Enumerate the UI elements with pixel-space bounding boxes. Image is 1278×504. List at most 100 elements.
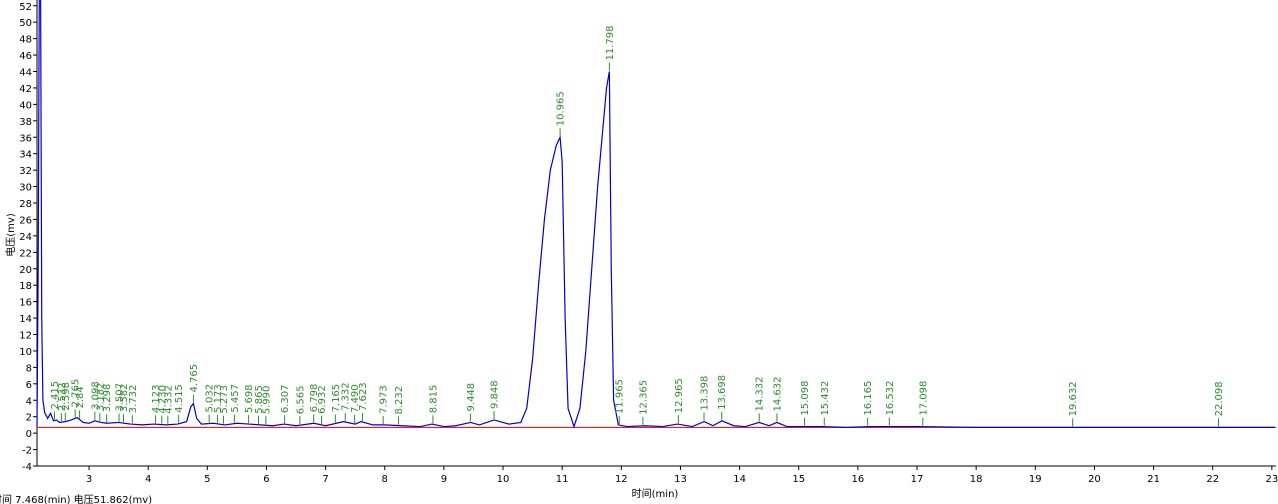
peak-label: 3.182 [95, 383, 106, 412]
y-tick-label: 44 [19, 68, 32, 79]
peak-label: 11.798 [605, 26, 616, 61]
y-tick-label: 22 [19, 248, 32, 259]
peak-label: 5.457 [230, 384, 241, 413]
signal-line [36, 0, 1275, 429]
x-tick-label: 15 [792, 474, 805, 485]
peak-label: 9.448 [466, 383, 477, 412]
x-tick-label: 19 [1029, 474, 1042, 485]
y-tick-label: 46 [19, 51, 32, 62]
peak-label: 2.765 [71, 379, 82, 408]
peak-label: 19.632 [1068, 381, 1079, 416]
y-tick-label: -4 [22, 462, 32, 473]
peak-label: 4.230 [157, 385, 168, 414]
peak-label: 22.098 [1214, 381, 1225, 416]
peak-label: 2.84 [75, 386, 86, 408]
peak-label: 5.032 [205, 384, 216, 413]
peak-label: 4.123 [151, 385, 162, 414]
peak-label: 6.798 [309, 384, 320, 413]
y-tick-label: 16 [19, 298, 32, 309]
y-tick-label: -2 [22, 446, 32, 457]
peak-label: 13.698 [717, 375, 728, 410]
peak-label: 4.515 [174, 384, 185, 413]
x-tick-label: 20 [1088, 474, 1101, 485]
y-tick-label: 32 [19, 166, 32, 177]
x-tick-label: 22 [1206, 474, 1219, 485]
x-tick-label: 18 [970, 474, 983, 485]
peak-label: 2.532 [57, 383, 68, 412]
peak-label: 7.165 [331, 384, 342, 413]
peak-label: 16.532 [885, 381, 896, 416]
peak-label: 6.307 [280, 385, 291, 414]
x-tick-label: 13 [674, 474, 687, 485]
y-tick-label: 52 [19, 2, 32, 13]
y-axis-title: 电压(mv) [4, 213, 17, 257]
peak-label: 3.098 [90, 381, 101, 410]
peak-label: 12.965 [674, 378, 685, 413]
peak-label: 12.365 [638, 380, 649, 415]
y-tick-label: 24 [19, 232, 32, 243]
y-tick-label: 48 [19, 35, 32, 46]
peak-label: 7.973 [379, 385, 390, 414]
y-tick-label: 30 [19, 183, 32, 194]
peak-label: 2.598 [61, 382, 72, 411]
peak-label: 14.332 [755, 376, 766, 411]
x-tick-label: 3 [86, 474, 92, 485]
y-tick-label: 36 [19, 133, 32, 144]
y-tick-label: 40 [19, 100, 32, 111]
peak-label: 6.932 [317, 385, 328, 414]
peak-label: 16.165 [863, 381, 874, 416]
peak-label: 14.632 [772, 376, 783, 411]
y-tick-label: 10 [19, 347, 32, 358]
x-tick-label: 11 [556, 474, 569, 485]
peak-label: 11.965 [615, 379, 626, 414]
x-tick-label: 17 [911, 474, 924, 485]
peak-label: 15.098 [800, 381, 811, 416]
peak-label: 5.990 [261, 386, 272, 415]
x-tick-label: 10 [497, 474, 510, 485]
x-axis-title: 时间(min) [632, 487, 679, 500]
y-tick-label: 0 [26, 429, 32, 440]
y-tick-label: 28 [19, 199, 32, 210]
y-tick-label: 38 [19, 117, 32, 128]
peak-label: 8.232 [394, 386, 405, 415]
x-tick-label: 14 [733, 474, 746, 485]
peak-label: 5.865 [254, 385, 265, 414]
peak-label: 8.815 [428, 385, 439, 414]
peak-label: 10.965 [556, 91, 567, 126]
y-tick-label: 26 [19, 215, 32, 226]
x-tick-label: 23 [1265, 474, 1278, 485]
peak-label: 7.490 [350, 384, 361, 413]
peak-label: 5.173 [213, 384, 224, 413]
y-tick-label: 12 [19, 331, 32, 342]
y-tick-label: 4 [26, 396, 32, 407]
peak-label: 7.623 [358, 382, 369, 411]
y-tick-label: 50 [19, 18, 32, 29]
x-tick-label: 12 [615, 474, 628, 485]
status-text: 时间 7.468(min) 电压51.862(mv) [0, 493, 152, 504]
x-tick-label: 21 [1147, 474, 1160, 485]
x-tick-label: 8 [382, 474, 388, 485]
x-tick-label: 16 [852, 474, 865, 485]
y-tick-label: 42 [19, 84, 32, 95]
y-tick-label: 34 [19, 150, 32, 161]
peak-label: 9.848 [490, 380, 501, 409]
peak-label: 13.398 [699, 376, 710, 411]
peak-label: 15.432 [820, 381, 831, 416]
y-tick-label: 2 [26, 413, 32, 424]
y-tick-label: 6 [26, 380, 32, 391]
peak-label: 17.098 [918, 381, 929, 416]
y-tick-label: 20 [19, 265, 32, 276]
y-tick-label: 14 [19, 314, 32, 325]
peak-label: 4.332 [163, 385, 174, 414]
x-tick-label: 4 [145, 474, 151, 485]
x-tick-label: 7 [322, 474, 328, 485]
y-tick-label: 8 [26, 363, 32, 374]
x-tick-label: 9 [441, 474, 447, 485]
peak-label: 5.698 [244, 384, 255, 413]
peak-label: 3.507 [115, 383, 126, 412]
peak-label: 3.732 [128, 385, 139, 414]
peak-label: 4.765 [189, 364, 200, 393]
peak-label: 3.298 [102, 384, 113, 413]
